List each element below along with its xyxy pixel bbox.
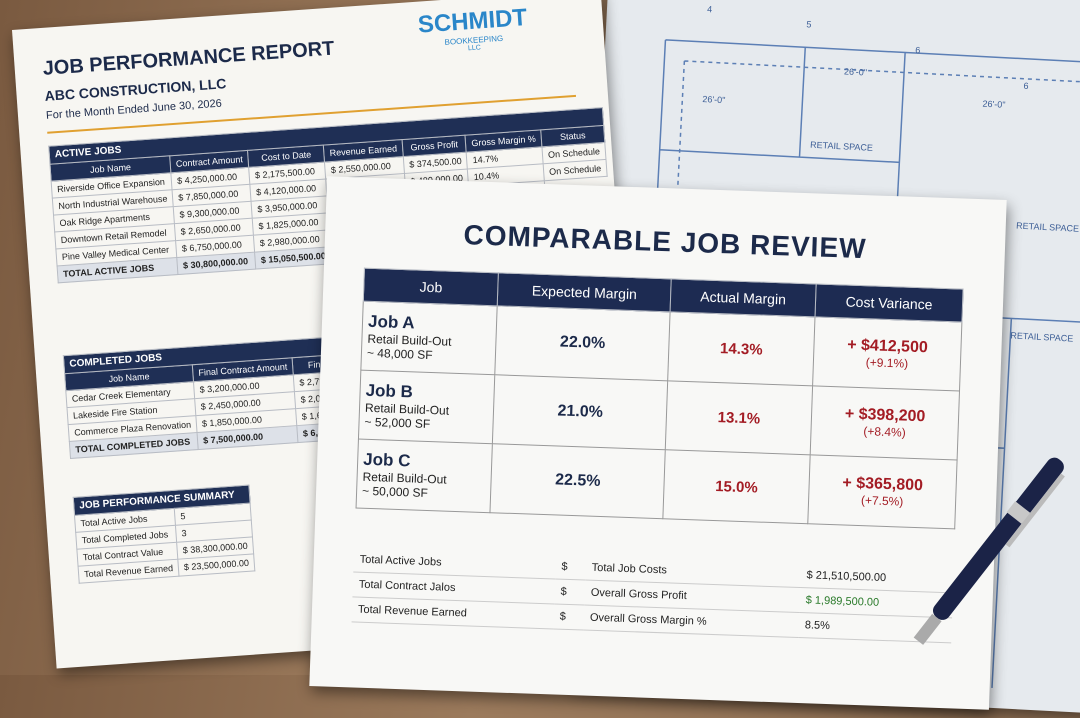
blueprint-text: 5 — [806, 19, 812, 29]
pen — [913, 457, 1065, 645]
blueprint-text: 26'-0" — [702, 94, 725, 105]
blueprint-text: 6 — [1023, 81, 1029, 91]
blueprint-text: 4 — [707, 4, 713, 14]
blueprint-text: 26'-0" — [982, 99, 1005, 110]
blueprint-text: 26'-0" — [844, 66, 867, 77]
blueprint-text: RETAIL SPACE — [810, 140, 873, 153]
blueprint-text: RETAIL SPACE — [1016, 221, 1079, 234]
blueprint-text: RETAIL SPACE — [1010, 330, 1073, 343]
blueprint-text: 6 — [915, 45, 921, 55]
